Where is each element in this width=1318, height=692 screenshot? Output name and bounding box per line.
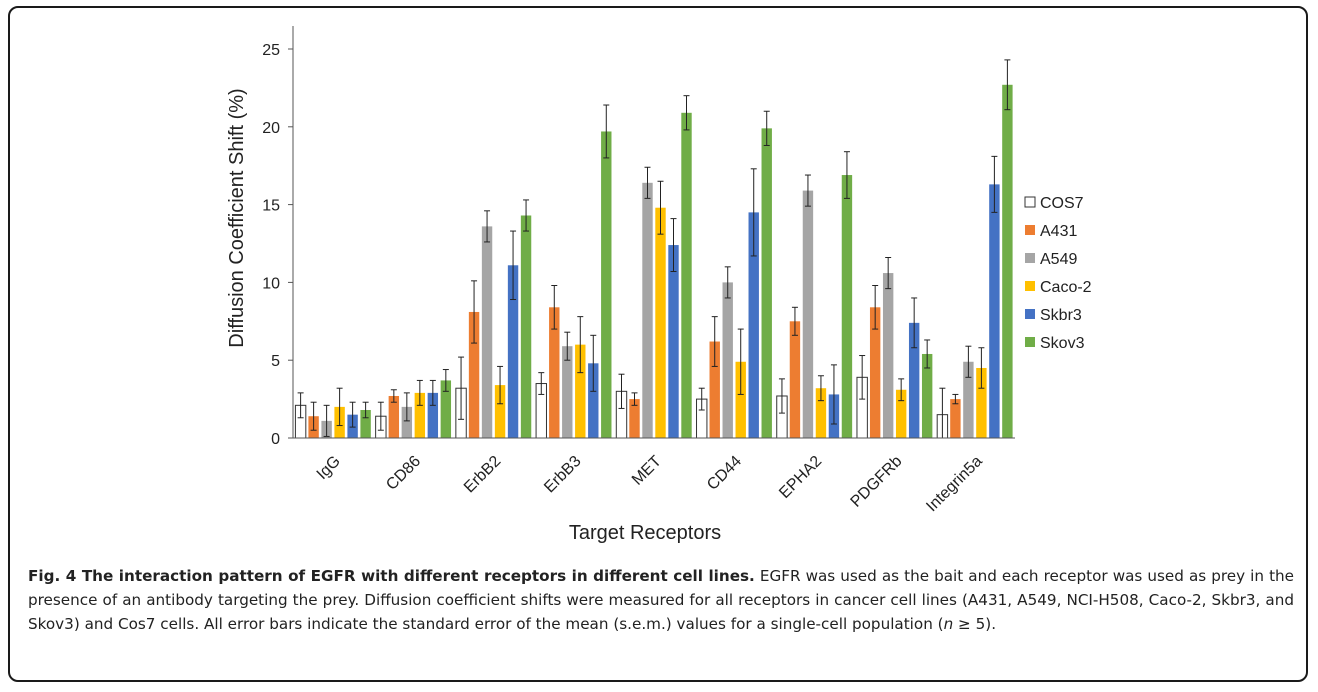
bar bbox=[815, 388, 827, 438]
bar bbox=[360, 409, 371, 438]
x-tick-label: ErbB3 bbox=[541, 453, 585, 497]
legend-swatch bbox=[1025, 225, 1035, 235]
legend-swatch bbox=[1025, 309, 1035, 319]
bar bbox=[575, 344, 586, 438]
x-tick-label: MET bbox=[629, 453, 665, 489]
x-axis: IgG CD86 ErbB2 ErbB3 MET CD44 EPHA2 PDGFRb Integ… bbox=[293, 437, 1015, 515]
bar bbox=[976, 367, 987, 438]
y-tick-label: 5 bbox=[271, 353, 280, 370]
bar bbox=[440, 380, 452, 438]
legend-label: Skov3 bbox=[1040, 335, 1085, 352]
x-tick-label: IgG bbox=[314, 453, 344, 483]
bar bbox=[989, 184, 1000, 438]
bar-chart: 0 5 10 15 20 25 IgG CD86 ErbB2 ErbB3 MET CD44 EPHA2… bbox=[226, 26, 1092, 544]
y-tick-label: 10 bbox=[262, 275, 280, 292]
figure-frame: 0 5 10 15 20 25 IgG CD86 ErbB2 ErbB3 MET CD44 EPHA2… bbox=[8, 6, 1308, 682]
y-axis: 0 5 10 15 20 25 bbox=[262, 26, 294, 448]
figure-caption: Fig. 4 The interaction pattern of EGFR w… bbox=[28, 564, 1294, 636]
legend-label: A431 bbox=[1040, 223, 1077, 240]
bar bbox=[748, 212, 759, 438]
legend-label: Skbr3 bbox=[1040, 307, 1082, 324]
bar bbox=[761, 128, 772, 438]
legend-label: A549 bbox=[1040, 251, 1077, 268]
bar bbox=[722, 282, 733, 438]
bar bbox=[681, 112, 692, 439]
bar bbox=[735, 361, 746, 438]
bar bbox=[668, 245, 679, 438]
bar bbox=[642, 182, 653, 438]
x-tick-label: CD86 bbox=[383, 453, 424, 494]
bar bbox=[401, 406, 413, 438]
bar bbox=[427, 392, 439, 438]
y-tick-label: 0 bbox=[271, 431, 280, 448]
bar bbox=[520, 215, 532, 438]
bar bbox=[414, 392, 426, 438]
bar bbox=[468, 311, 480, 438]
bar bbox=[655, 207, 666, 438]
y-tick-label: 15 bbox=[262, 198, 280, 215]
caption-body: EGFR was used as the bait and each recep… bbox=[28, 567, 1294, 633]
legend-swatch bbox=[1025, 253, 1035, 263]
bar bbox=[908, 322, 920, 438]
bar bbox=[629, 399, 640, 438]
bar bbox=[507, 265, 519, 438]
bar bbox=[601, 131, 612, 438]
y-tick-label: 20 bbox=[262, 120, 280, 137]
bar bbox=[562, 346, 573, 438]
x-tick-label: CD44 bbox=[704, 453, 745, 494]
bar bbox=[709, 341, 720, 438]
caption-title: Fig. 4 The interaction pattern of EGFR w… bbox=[28, 567, 755, 585]
bar bbox=[963, 361, 974, 438]
x-tick-label: PDGFRb bbox=[848, 453, 906, 511]
bars bbox=[294, 59, 1013, 439]
bar bbox=[494, 385, 506, 438]
bar bbox=[921, 353, 933, 438]
bar bbox=[388, 395, 400, 438]
y-axis-label: Diffusion Coefficient Shift (%) bbox=[226, 88, 248, 347]
bar bbox=[1002, 84, 1013, 439]
x-tick-label: Integrin5a bbox=[923, 453, 985, 515]
bar bbox=[950, 399, 961, 438]
bar bbox=[549, 307, 560, 438]
legend-label: Caco-2 bbox=[1040, 279, 1092, 296]
bar bbox=[802, 190, 814, 438]
x-axis-label: Target Receptors bbox=[569, 522, 721, 544]
bar bbox=[789, 321, 801, 438]
bar bbox=[869, 307, 881, 438]
x-tick-label: ErbB2 bbox=[461, 453, 505, 497]
caption-body-end: ≥ 5). bbox=[953, 615, 997, 633]
legend: COS7 A431 A549 Caco-2 Skbr3 Skov3 bbox=[1024, 195, 1092, 352]
bar bbox=[588, 363, 599, 438]
legend-label: COS7 bbox=[1040, 195, 1084, 212]
bar bbox=[895, 389, 907, 438]
legend-swatch bbox=[1025, 337, 1035, 347]
bar bbox=[841, 175, 853, 438]
legend-swatch bbox=[1025, 281, 1035, 291]
y-tick-label: 25 bbox=[262, 42, 280, 59]
legend-swatch bbox=[1024, 196, 1036, 208]
bar bbox=[882, 273, 894, 438]
x-tick-label: EPHA2 bbox=[776, 453, 825, 502]
caption-italic-n: n bbox=[943, 615, 954, 633]
bar bbox=[481, 226, 493, 438]
